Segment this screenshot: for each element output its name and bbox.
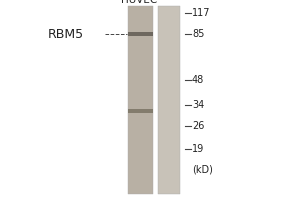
Bar <box>128 32 153 36</box>
Text: 34: 34 <box>192 100 204 110</box>
Bar <box>128 6 153 194</box>
Text: RBM5: RBM5 <box>48 27 84 40</box>
Text: HUVEC: HUVEC <box>122 0 158 5</box>
Bar <box>128 109 153 113</box>
Text: 19: 19 <box>192 144 204 154</box>
Text: (kD): (kD) <box>192 164 213 174</box>
Text: 117: 117 <box>192 8 211 18</box>
Text: 26: 26 <box>192 121 204 131</box>
Bar <box>158 6 180 194</box>
Text: 85: 85 <box>192 29 204 39</box>
Text: 48: 48 <box>192 75 204 85</box>
